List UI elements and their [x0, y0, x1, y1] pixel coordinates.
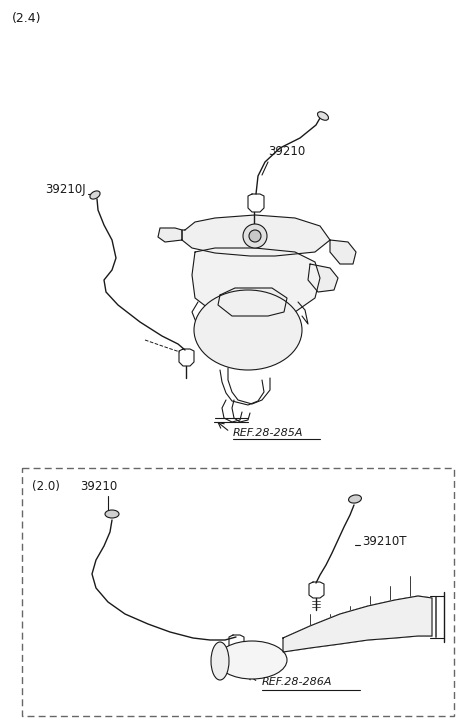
Polygon shape	[192, 248, 320, 318]
Text: 39210: 39210	[80, 480, 117, 493]
Text: (2.0): (2.0)	[32, 480, 60, 493]
Ellipse shape	[194, 290, 302, 370]
Polygon shape	[218, 288, 287, 316]
Text: 39210T: 39210T	[362, 535, 406, 548]
Ellipse shape	[105, 510, 119, 518]
Ellipse shape	[90, 191, 100, 199]
Circle shape	[243, 224, 267, 248]
Ellipse shape	[211, 642, 229, 680]
Polygon shape	[283, 596, 432, 652]
Text: (2.4): (2.4)	[12, 12, 42, 25]
Circle shape	[249, 230, 261, 242]
Polygon shape	[308, 264, 338, 292]
Polygon shape	[330, 240, 356, 264]
Text: REF.28-285A: REF.28-285A	[233, 428, 304, 438]
Polygon shape	[182, 215, 330, 256]
Ellipse shape	[318, 112, 328, 120]
Polygon shape	[158, 228, 182, 242]
Ellipse shape	[348, 495, 361, 503]
Text: 39210: 39210	[268, 145, 305, 158]
Bar	[22, 468, 454, 716]
Text: REF.28-286A: REF.28-286A	[262, 677, 333, 687]
Ellipse shape	[217, 641, 287, 679]
Text: 39210J: 39210J	[45, 183, 85, 196]
